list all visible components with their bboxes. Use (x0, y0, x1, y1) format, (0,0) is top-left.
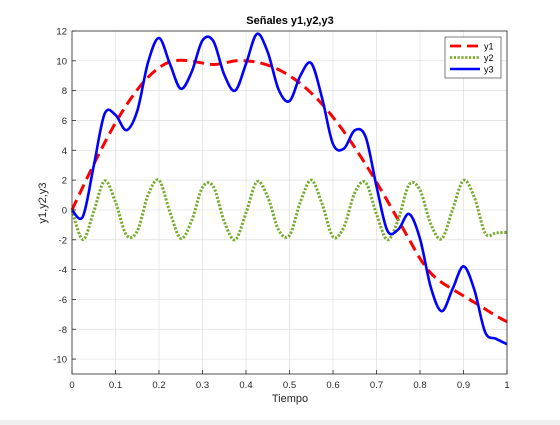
y-tick-label: -10 (53, 355, 67, 366)
x-tick-label: 0.5 (283, 380, 296, 391)
series-layer (70, 32, 508, 346)
x-axis-ticks: 0 0.1 0.2 0.3 0.4 0.5 0.6 0.7 0.8 0.9 1 (69, 370, 510, 391)
x-tick-label: 0.7 (370, 380, 383, 391)
y-tick-label: 12 (56, 27, 67, 38)
x-tick-label: 0.1 (109, 380, 122, 391)
x-axis-label: Tiempo (272, 393, 308, 405)
y-axis-ticks: -10 -8 -6 -4 -2 0 2 4 6 8 10 12 (53, 27, 76, 366)
x-tick-label: 0.2 (152, 380, 165, 391)
x-tick-label: 0.6 (326, 380, 339, 391)
x-tick-label: 0.4 (239, 380, 252, 391)
y-tick-label: 0 (62, 205, 67, 216)
y-tick-label: 10 (56, 56, 67, 67)
y-tick-label: -4 (59, 265, 67, 276)
y-tick-label: 8 (62, 86, 67, 97)
y-tick-label: -6 (59, 295, 67, 306)
y-tick-label: -8 (59, 325, 67, 336)
x-tick-label: 1 (504, 380, 509, 391)
series-line-y1 (70, 58, 508, 324)
y-tick-label: -2 (59, 235, 67, 246)
series-line-y3 (71, 32, 508, 346)
x-tick-label: 0.9 (457, 380, 470, 391)
legend-label-y2: y2 (484, 53, 494, 63)
legend-label-y3: y3 (484, 65, 494, 75)
legend-label-y1: y1 (484, 42, 494, 52)
y-tick-label: 2 (62, 176, 67, 187)
y-tick-label: 4 (62, 146, 67, 157)
x-tick-label: 0 (69, 380, 74, 391)
x-tick-label: 0.3 (196, 380, 209, 391)
series-line-y2 (70, 178, 508, 242)
x-tick-label: 0.8 (413, 380, 426, 391)
y-tick-label: 6 (62, 116, 67, 127)
y-axis-label: y1,y2,y3 (37, 183, 49, 224)
chart-title: Señales y1,y2,y3 (246, 15, 333, 27)
